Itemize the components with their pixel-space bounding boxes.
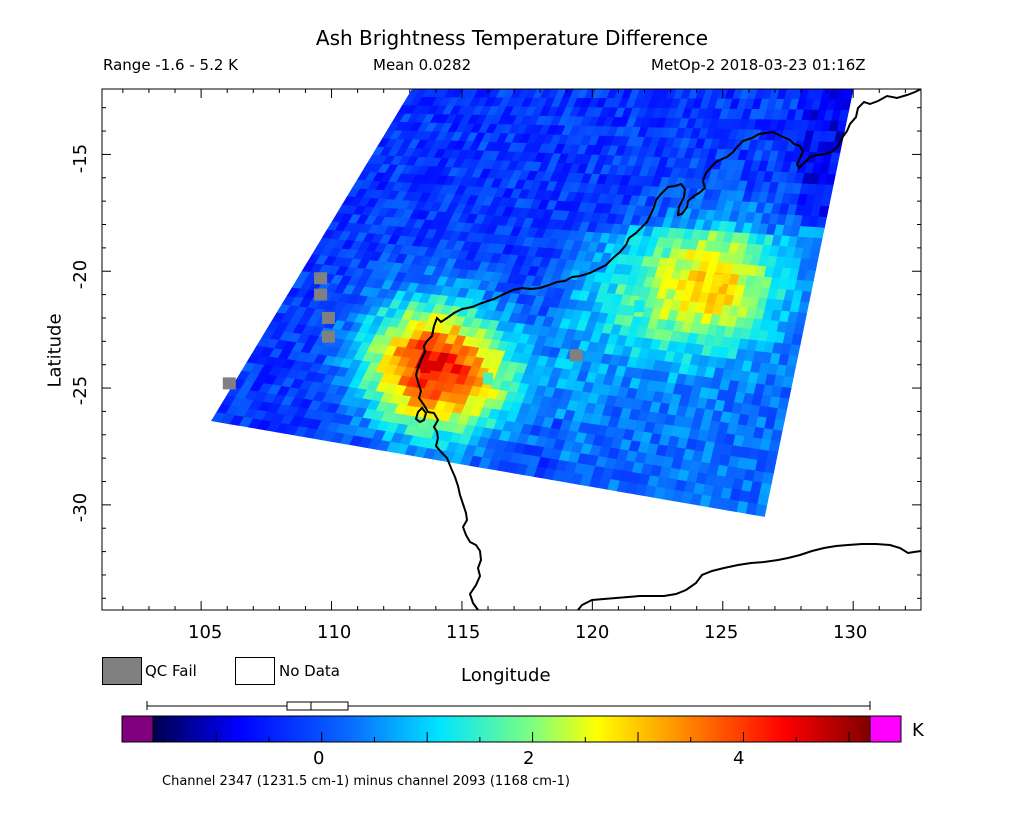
colorbar-tick-label: 2 — [523, 748, 535, 769]
swath-cell — [763, 461, 776, 475]
swath-cell — [800, 290, 812, 304]
hotspot-cell — [634, 300, 645, 313]
y-axis-label: Latitude — [44, 313, 66, 388]
swath-cell — [807, 259, 819, 272]
stats-box — [286, 701, 349, 711]
qc-fail-swatch — [102, 657, 142, 685]
swath-cell — [766, 450, 779, 464]
ash-hotspots — [222, 272, 723, 390]
colorbar — [152, 715, 871, 743]
coastline-peron-peninsula — [414, 406, 428, 424]
qc-fail-cell — [314, 288, 328, 301]
colorbar-tick-label: 0 — [313, 748, 325, 769]
qc-fail-cell — [321, 330, 335, 343]
range-readout: Range -1.6 - 5.2 K — [103, 56, 238, 74]
colorbar-unit: K — [912, 720, 924, 741]
swath-cell — [777, 397, 790, 411]
qc-fail-cell — [321, 311, 335, 324]
no-data-swatch — [235, 657, 275, 685]
swath-cell — [779, 386, 792, 400]
swath-cells — [211, 89, 854, 517]
y-tick-label: -30 — [70, 492, 92, 523]
qc-fail-cell — [222, 377, 236, 390]
qc-fail-cell — [569, 349, 583, 362]
plot-frame — [101, 88, 922, 611]
swath-cell — [782, 376, 794, 389]
qc-fail-label: QC Fail — [145, 662, 197, 680]
colorbar-ticks — [163, 732, 850, 742]
x-tick-label: 125 — [704, 622, 739, 643]
x-axis-label: Longitude — [461, 665, 551, 686]
qc-fail-cell — [314, 272, 328, 285]
colorbar-tick-label: 4 — [733, 748, 745, 769]
swath-cell — [759, 482, 772, 496]
colorbar-caption: Channel 2347 (1231.5 cm-1) minus channel… — [162, 774, 570, 789]
y-tick-label: -15 — [70, 143, 92, 174]
swath-data-layer — [211, 89, 854, 517]
x-tick-label: 105 — [188, 622, 223, 643]
y-tick-label: -25 — [70, 375, 92, 406]
map-title: Ash Brightness Temperature Difference — [315, 26, 709, 50]
swath-cell — [788, 344, 801, 357]
x-tick-label: 115 — [446, 622, 481, 643]
no-data-label: No Data — [279, 662, 340, 680]
colorbar-underflow — [121, 715, 154, 743]
swath-cell — [768, 440, 781, 453]
swath-cell — [793, 322, 805, 336]
x-tick-label: 110 — [317, 622, 352, 643]
y-tick-label: -20 — [70, 259, 92, 290]
x-tick-label: 130 — [833, 622, 868, 643]
hotspot-cell — [712, 274, 723, 287]
x-tick-label: 120 — [575, 622, 610, 643]
swath-cell — [786, 354, 799, 368]
mean-readout: Mean 0.0282 — [373, 56, 472, 74]
hotspot-cell — [420, 361, 431, 374]
coastline-west-australia — [414, 89, 921, 610]
swath-cell — [775, 408, 788, 421]
satellite-time-readout: MetOp-2 2018-03-23 01:16Z — [651, 56, 866, 74]
swath-cell — [754, 503, 768, 517]
swath-cell — [757, 493, 770, 507]
coastline-south — [577, 543, 921, 610]
swath-cell — [773, 418, 785, 432]
colorbar-overflow — [869, 715, 902, 743]
axis-ticks — [102, 89, 921, 610]
swath-cell — [761, 472, 774, 485]
hotspot-cell — [483, 372, 494, 385]
swath-cell — [784, 365, 796, 378]
coastline — [414, 89, 921, 610]
swath-cell — [770, 429, 783, 443]
